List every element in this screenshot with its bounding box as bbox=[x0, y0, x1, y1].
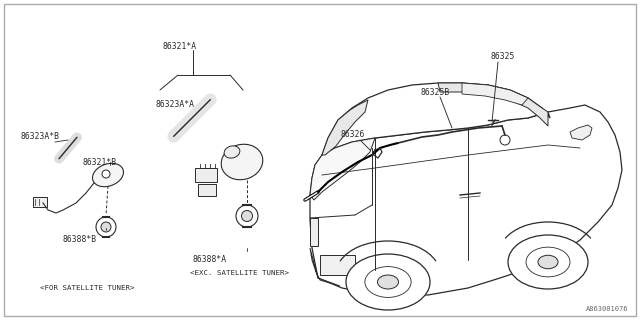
Ellipse shape bbox=[365, 267, 411, 297]
Text: <FOR SATELLITE TUNER>: <FOR SATELLITE TUNER> bbox=[40, 285, 134, 291]
Text: 86388*B: 86388*B bbox=[62, 235, 96, 244]
Text: 86325: 86325 bbox=[490, 52, 515, 61]
Bar bbox=[320, 255, 355, 275]
Ellipse shape bbox=[526, 247, 570, 277]
Text: 86326: 86326 bbox=[340, 130, 364, 139]
Ellipse shape bbox=[224, 146, 240, 158]
Ellipse shape bbox=[93, 163, 124, 187]
Text: 86321*A: 86321*A bbox=[162, 42, 196, 51]
Ellipse shape bbox=[538, 255, 558, 269]
Text: 86321*B: 86321*B bbox=[82, 158, 116, 167]
Circle shape bbox=[102, 170, 110, 178]
Text: 86388*A: 86388*A bbox=[192, 255, 226, 264]
Polygon shape bbox=[322, 100, 368, 155]
Circle shape bbox=[96, 217, 116, 237]
Polygon shape bbox=[310, 105, 622, 295]
Polygon shape bbox=[462, 83, 528, 105]
Ellipse shape bbox=[378, 275, 399, 289]
Text: 86323A*B: 86323A*B bbox=[20, 132, 59, 141]
Text: <EXC. SATELLITE TUNER>: <EXC. SATELLITE TUNER> bbox=[190, 270, 289, 276]
Circle shape bbox=[500, 135, 510, 145]
Text: 86323A*A: 86323A*A bbox=[155, 100, 194, 109]
Polygon shape bbox=[310, 138, 375, 200]
Circle shape bbox=[236, 205, 258, 227]
Text: A863001076: A863001076 bbox=[586, 306, 628, 312]
Ellipse shape bbox=[346, 254, 430, 310]
Polygon shape bbox=[322, 83, 550, 155]
Text: 86325B: 86325B bbox=[420, 88, 449, 97]
Bar bbox=[198, 184, 216, 196]
Circle shape bbox=[241, 211, 253, 221]
Bar bbox=[195, 168, 217, 182]
Circle shape bbox=[101, 222, 111, 232]
Bar bbox=[310, 218, 318, 246]
Ellipse shape bbox=[221, 144, 263, 180]
Polygon shape bbox=[438, 83, 548, 126]
Ellipse shape bbox=[508, 235, 588, 289]
Bar bbox=[33, 197, 47, 207]
Polygon shape bbox=[310, 248, 340, 286]
Polygon shape bbox=[570, 125, 592, 140]
